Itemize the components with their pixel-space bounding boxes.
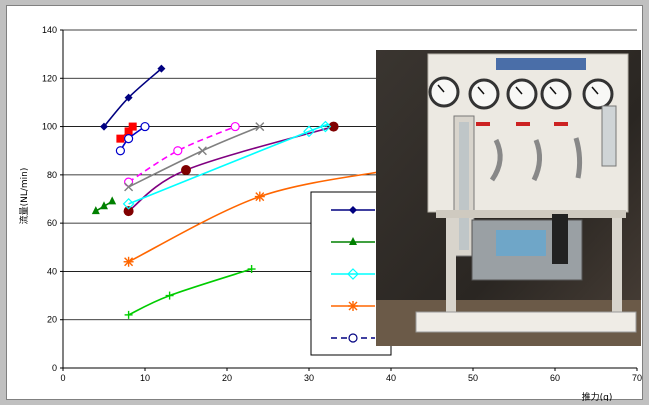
data-point xyxy=(347,268,359,280)
flow-meter-right xyxy=(601,105,617,167)
series-0 xyxy=(100,64,166,131)
data-point xyxy=(91,206,100,215)
x-tick-label: 50 xyxy=(468,373,478,383)
data-point xyxy=(348,301,358,311)
clamp xyxy=(552,214,568,264)
data-point xyxy=(123,206,134,217)
data-point xyxy=(128,122,137,131)
pipe xyxy=(573,137,583,179)
data-point xyxy=(255,122,265,132)
data-point xyxy=(197,146,207,156)
data-point xyxy=(140,121,150,132)
y-axis-title: 流量(NL/min) xyxy=(18,168,30,225)
base xyxy=(415,311,637,333)
label-strip xyxy=(496,58,586,70)
data-point xyxy=(124,93,133,102)
legend-entry xyxy=(331,206,375,214)
data-series xyxy=(91,64,396,319)
valve-marker xyxy=(476,122,490,126)
data-point xyxy=(108,196,117,205)
y-tick-label: 60 xyxy=(47,218,57,228)
pipe xyxy=(489,138,503,182)
series-line xyxy=(128,123,330,205)
data-point xyxy=(181,165,191,176)
axes xyxy=(60,29,638,371)
x-tick-label: 40 xyxy=(386,373,396,383)
pipe xyxy=(531,139,542,182)
series-line xyxy=(128,268,252,316)
legend-entry xyxy=(331,268,375,280)
y-tick-label: 120 xyxy=(42,73,57,83)
data-point xyxy=(122,197,135,210)
x-tick-label: 70 xyxy=(632,373,642,383)
series-line xyxy=(128,125,236,183)
data-point xyxy=(328,121,339,132)
frame-bar xyxy=(436,210,626,218)
frame-leg xyxy=(612,218,622,318)
gauge-needle xyxy=(591,86,599,95)
gauge-needle xyxy=(515,86,523,95)
data-point xyxy=(157,64,166,73)
valve-marker xyxy=(516,122,530,126)
flow-glass xyxy=(459,122,469,250)
data-point xyxy=(348,333,358,343)
data-point xyxy=(230,121,240,132)
x-tick-label: 30 xyxy=(304,373,314,383)
chart-area: 0 20 40 60 80 100 120 140 0 10 20 30 40 50 60 70 流量(NL/… xyxy=(6,5,643,401)
gauge-needle xyxy=(549,86,557,95)
data-point xyxy=(349,206,357,214)
line-chart: 0 20 40 60 80 100 120 140 0 10 20 30 40 50 60 70 流量(NL/… xyxy=(18,25,642,401)
data-point xyxy=(100,122,108,131)
y-tick-label: 0 xyxy=(52,363,57,373)
legend-entry xyxy=(331,333,375,343)
data-point xyxy=(319,120,332,133)
data-point xyxy=(254,191,265,202)
series-1 xyxy=(91,196,117,215)
data-point xyxy=(124,182,134,192)
data-point xyxy=(124,127,133,136)
gauge-needle xyxy=(477,86,485,95)
x-tick-label: 10 xyxy=(140,373,150,383)
legend-entry xyxy=(331,237,375,245)
data-point xyxy=(116,134,125,143)
data-point xyxy=(165,291,174,300)
test-bench-photo xyxy=(376,50,641,346)
x-tick-label: 20 xyxy=(222,373,232,383)
scale-display xyxy=(496,230,546,256)
x-tick-label: 0 xyxy=(60,373,65,383)
frame-leg xyxy=(446,218,456,318)
data-point xyxy=(123,256,134,267)
y-tick-label: 100 xyxy=(42,122,57,132)
series-2 xyxy=(116,122,137,143)
valve-marker xyxy=(554,122,568,126)
x-tick-label: 60 xyxy=(550,373,560,383)
series-line xyxy=(128,125,334,212)
data-point xyxy=(303,125,315,138)
data-point xyxy=(247,265,256,274)
series-6 xyxy=(123,121,339,217)
x-axis-title: 推力(g) xyxy=(582,391,613,401)
data-point xyxy=(115,146,126,156)
data-point xyxy=(123,134,134,144)
y-tick-label: 140 xyxy=(42,25,57,35)
y-tick-label: 40 xyxy=(47,266,57,276)
gauge-needle xyxy=(437,84,445,93)
y-tick-label: 20 xyxy=(47,315,57,325)
series-7 xyxy=(122,120,332,210)
data-point xyxy=(124,310,133,319)
series-line xyxy=(103,68,162,128)
legend-entry xyxy=(331,301,375,311)
data-point xyxy=(100,201,108,210)
y-tick-label: 80 xyxy=(47,170,57,180)
series-4 xyxy=(123,121,240,187)
series-9 xyxy=(124,265,256,319)
tick-labels: 0 20 40 60 80 100 120 140 0 10 20 30 40 50 60 70 xyxy=(42,25,642,383)
series-5 xyxy=(124,122,265,192)
series-3 xyxy=(115,121,150,156)
data-point xyxy=(349,237,357,245)
data-point xyxy=(173,146,183,156)
